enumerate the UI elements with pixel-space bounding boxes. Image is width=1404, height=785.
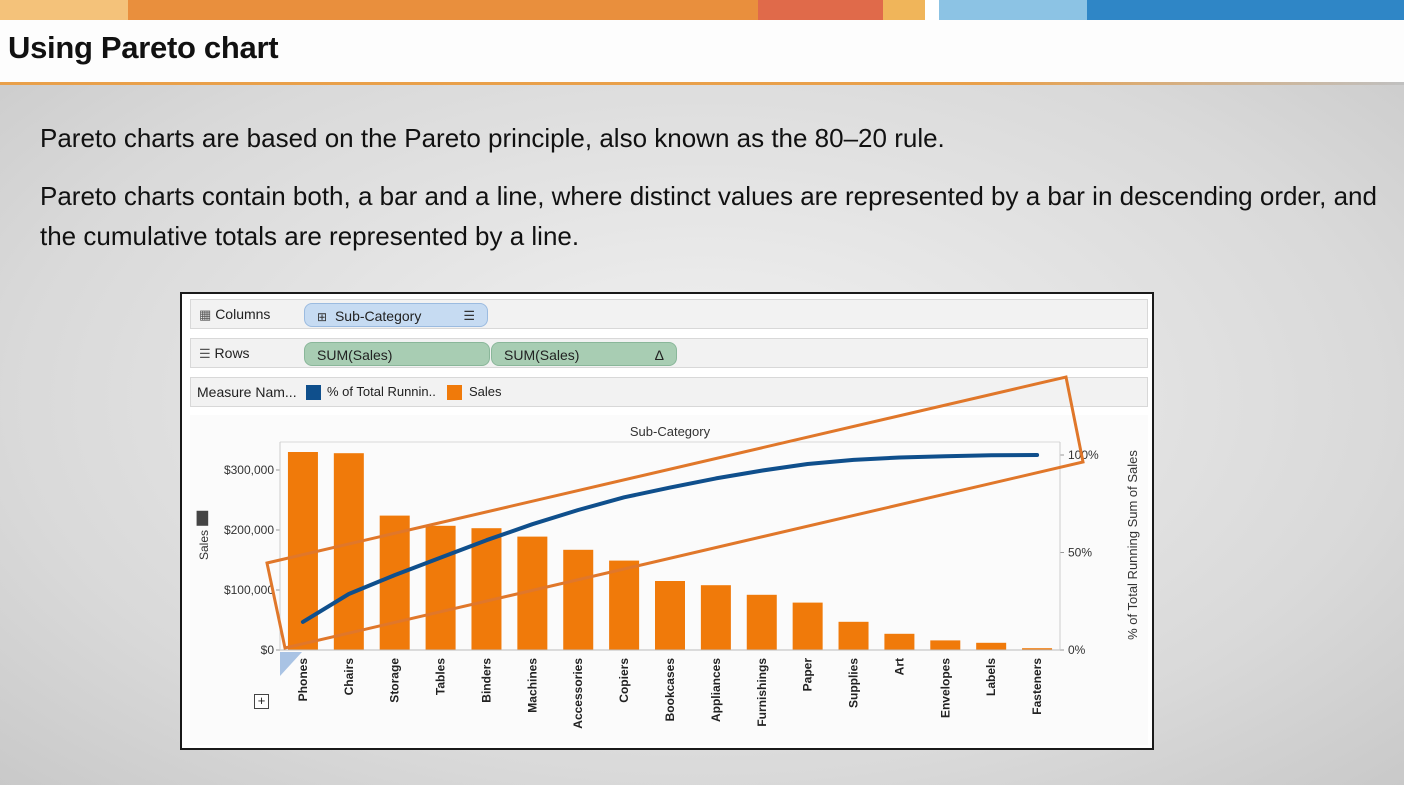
sub-category-pill[interactable]: ⊞ Sub-Category ☰ [304,303,488,327]
legend-swatch-sales [447,385,462,400]
measure-names-label: Measure Nam... [197,384,297,400]
title-bar: Using Pareto chart [0,20,1404,82]
delta-table-calc-icon: Δ [654,347,664,363]
legend-swatch-running-total [306,385,321,400]
paragraph-pareto-principle: Pareto charts are based on the Pareto pr… [40,123,945,153]
sort-descending-icon: ☰ [463,308,475,323]
measure-names-legend: Measure Nam... % of Total Runnin.. Sales [190,377,1148,407]
rows-icon: ☰ [199,346,211,361]
columns-shelf[interactable]: ▦ Columns ⊞ Sub-Category ☰ [190,299,1148,329]
paragraph-pareto-description: Pareto charts contain both, a bar and a … [40,181,1377,251]
columns-icon: ▦ [199,307,212,322]
top-color-stripe [0,0,1404,20]
expand-button[interactable]: + [254,694,269,709]
title-underline [0,82,1404,85]
expand-plus-icon: ⊞ [317,310,328,324]
sum-sales-table-calc-pill[interactable]: SUM(Sales) Δ [491,342,677,366]
rows-shelf[interactable]: ☰ Rows SUM(Sales) SUM(Sales) Δ [190,338,1148,368]
legend-item-running-total[interactable]: % of Total Runnin.. [327,384,436,399]
tableau-viz: ▦ Columns ⊞ Sub-Category ☰ ☰ Rows SUM(Sa… [180,292,1154,750]
sum-sales-pill[interactable]: SUM(Sales) [304,342,490,366]
slide-title: Using Pareto chart [8,30,279,65]
columns-shelf-label: ▦ Columns [199,306,271,322]
rows-shelf-label: ☰ Rows [199,345,250,361]
legend-item-sales[interactable]: Sales [469,384,502,399]
